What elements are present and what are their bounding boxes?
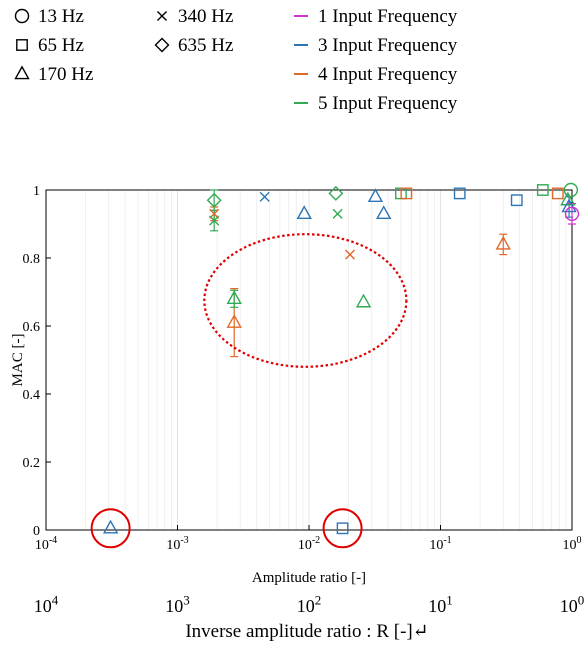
inverse-tick-label: 102: [297, 592, 322, 616]
legend: 13 Hz 65 Hz 170 Hz 340 Hz 635 Hz 1 Input Freq…: [14, 6, 458, 114]
data-point-triangle: [495, 235, 511, 250]
y-tick-label: 0.8: [23, 252, 41, 267]
data-point-triangle: [102, 519, 119, 534]
data-point-triangle: [560, 191, 576, 206]
data-point-square: [336, 522, 349, 535]
data-point-triangle: [226, 314, 242, 328]
axis-ticks: 0 0.2 0.4 0.6 0.8 1 10-4 10-3 10-2 10-1 100: [23, 184, 582, 553]
legend-square-icon: [16, 39, 28, 51]
error-bars: [210, 189, 576, 358]
highlight-ellipse: [203, 233, 408, 368]
y-axis-label: MAC [-]: [10, 334, 26, 387]
legend-x-icon: [156, 10, 168, 22]
data-point-x: [259, 191, 270, 202]
inverse-tick-label: 104: [34, 592, 59, 616]
data-point-diamond: [328, 185, 344, 201]
legend-series-label: 3 Input Frequency: [318, 35, 458, 56]
legend-marker-label: 340 Hz: [178, 6, 233, 27]
inverse-tick-label: 100: [560, 592, 585, 616]
data-point-circle: [563, 182, 579, 198]
data-point-x: [209, 215, 220, 226]
highlight-circle: [322, 508, 363, 549]
data-point-x: [344, 249, 356, 260]
data-point-square: [510, 194, 523, 207]
legend-diamond-icon: [154, 37, 170, 53]
data-point-circle: [564, 206, 580, 222]
data-point-triangle: [226, 290, 242, 305]
data-point-square: [400, 187, 413, 200]
y-tick-label: 0.6: [23, 320, 41, 335]
y-tick-label: 0.2: [23, 456, 41, 471]
inverse-tick-label: 103: [165, 592, 190, 616]
inverse-axis-label: Inverse amplitude ratio : R [-]↵: [185, 621, 428, 642]
y-tick-label: 0: [33, 524, 40, 539]
x-tick-label: 10-3: [166, 535, 188, 553]
legend-marker-label: 13 Hz: [38, 6, 84, 27]
data-point-triangle: [367, 188, 384, 203]
highlight-circle: [90, 508, 131, 549]
legend-marker-label: 170 Hz: [38, 64, 93, 85]
data-point-x: [332, 208, 343, 219]
data-point-triangle: [355, 293, 372, 308]
x-tick-label: 10-1: [429, 535, 451, 553]
x-tick-label: 10-2: [298, 535, 320, 553]
legend-marker-label: 635 Hz: [178, 35, 233, 56]
x-tick-label: 10-4: [35, 535, 57, 553]
y-tick-label: 0.4: [23, 388, 41, 403]
data-point-triangle: [376, 205, 392, 220]
inverse-tick-label: 101: [428, 592, 453, 616]
annotations: [90, 233, 408, 549]
legend-marker-label: 65 Hz: [38, 35, 84, 56]
legend-circle-icon: [14, 8, 30, 24]
data-points: [102, 182, 580, 535]
legend-triangle-icon: [14, 65, 30, 80]
data-point-square: [453, 187, 466, 200]
data-point-square: [536, 184, 549, 196]
data-point-diamond: [206, 192, 222, 208]
legend-series-label: 1 Input Frequency: [318, 6, 458, 27]
data-point-triangle: [296, 205, 312, 220]
inverse-axis: 104 103 102 101 100: [34, 592, 585, 616]
data-point-triangle: [561, 198, 577, 213]
legend-series-label: 5 Input Frequency: [318, 93, 458, 114]
data-point-square: [551, 187, 564, 200]
grid: [45, 190, 567, 530]
y-tick-label: 1: [33, 184, 40, 199]
x-tick-label: 100: [563, 535, 582, 553]
x-axis-label: Amplitude ratio [-]: [252, 570, 366, 586]
legend-series-label: 4 Input Frequency: [318, 64, 458, 85]
